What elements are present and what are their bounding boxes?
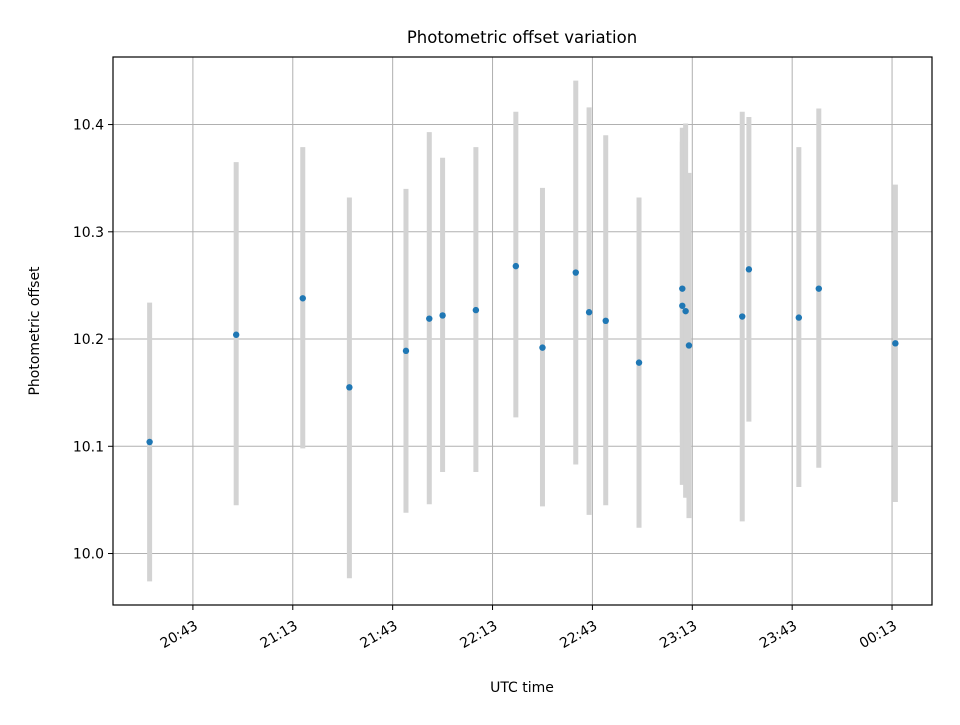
x-tick-label: 23:13 bbox=[657, 618, 700, 652]
y-tick-label: 10.4 bbox=[73, 118, 104, 134]
data-point bbox=[585, 309, 593, 316]
data-point bbox=[512, 262, 520, 270]
x-tick-label: 23:43 bbox=[757, 618, 800, 652]
data-point bbox=[679, 302, 686, 309]
x-tick-label: 21:13 bbox=[258, 618, 301, 652]
x-tick-label: 20:43 bbox=[158, 618, 201, 652]
y-axis-label: Photometric offset bbox=[27, 266, 43, 396]
data-point bbox=[685, 342, 693, 349]
data-point bbox=[679, 285, 686, 292]
error-bars bbox=[147, 80, 898, 582]
data-point bbox=[892, 340, 899, 347]
y-tick-label: 10.0 bbox=[73, 547, 104, 563]
x-axis-label: UTC time bbox=[490, 680, 554, 696]
chart-title: Photometric offset variation bbox=[407, 28, 637, 47]
data-point bbox=[572, 269, 579, 276]
x-tick-label: 21:43 bbox=[358, 618, 401, 652]
data-point bbox=[439, 312, 446, 319]
data-point bbox=[299, 295, 306, 302]
x-tick-label: 22:43 bbox=[557, 618, 600, 652]
data-point bbox=[539, 344, 546, 351]
y-tick-label: 10.1 bbox=[73, 439, 104, 455]
data-point bbox=[402, 347, 410, 355]
data-point bbox=[635, 359, 643, 366]
y-tick-label: 10.2 bbox=[73, 332, 104, 348]
data-point bbox=[426, 315, 433, 322]
data-point bbox=[739, 313, 746, 320]
data-point bbox=[682, 307, 689, 315]
data-point bbox=[232, 331, 240, 338]
grid-lines bbox=[113, 57, 932, 605]
y-tick-label: 10.3 bbox=[73, 225, 104, 241]
data-points bbox=[146, 262, 899, 446]
data-point bbox=[346, 384, 353, 391]
plot-frame bbox=[112, 56, 933, 606]
x-tick-label: 00:13 bbox=[857, 618, 900, 652]
data-point bbox=[795, 314, 803, 321]
data-point bbox=[815, 285, 823, 292]
data-point bbox=[602, 317, 609, 325]
data-point bbox=[146, 438, 153, 446]
x-tick-label: 22:13 bbox=[457, 618, 500, 652]
data-point bbox=[745, 266, 753, 273]
data-point bbox=[472, 306, 480, 314]
axis-ticks: 20:43 21:13 21:43 22:13 22:43 23:13 23:43 00:13… bbox=[73, 118, 900, 652]
